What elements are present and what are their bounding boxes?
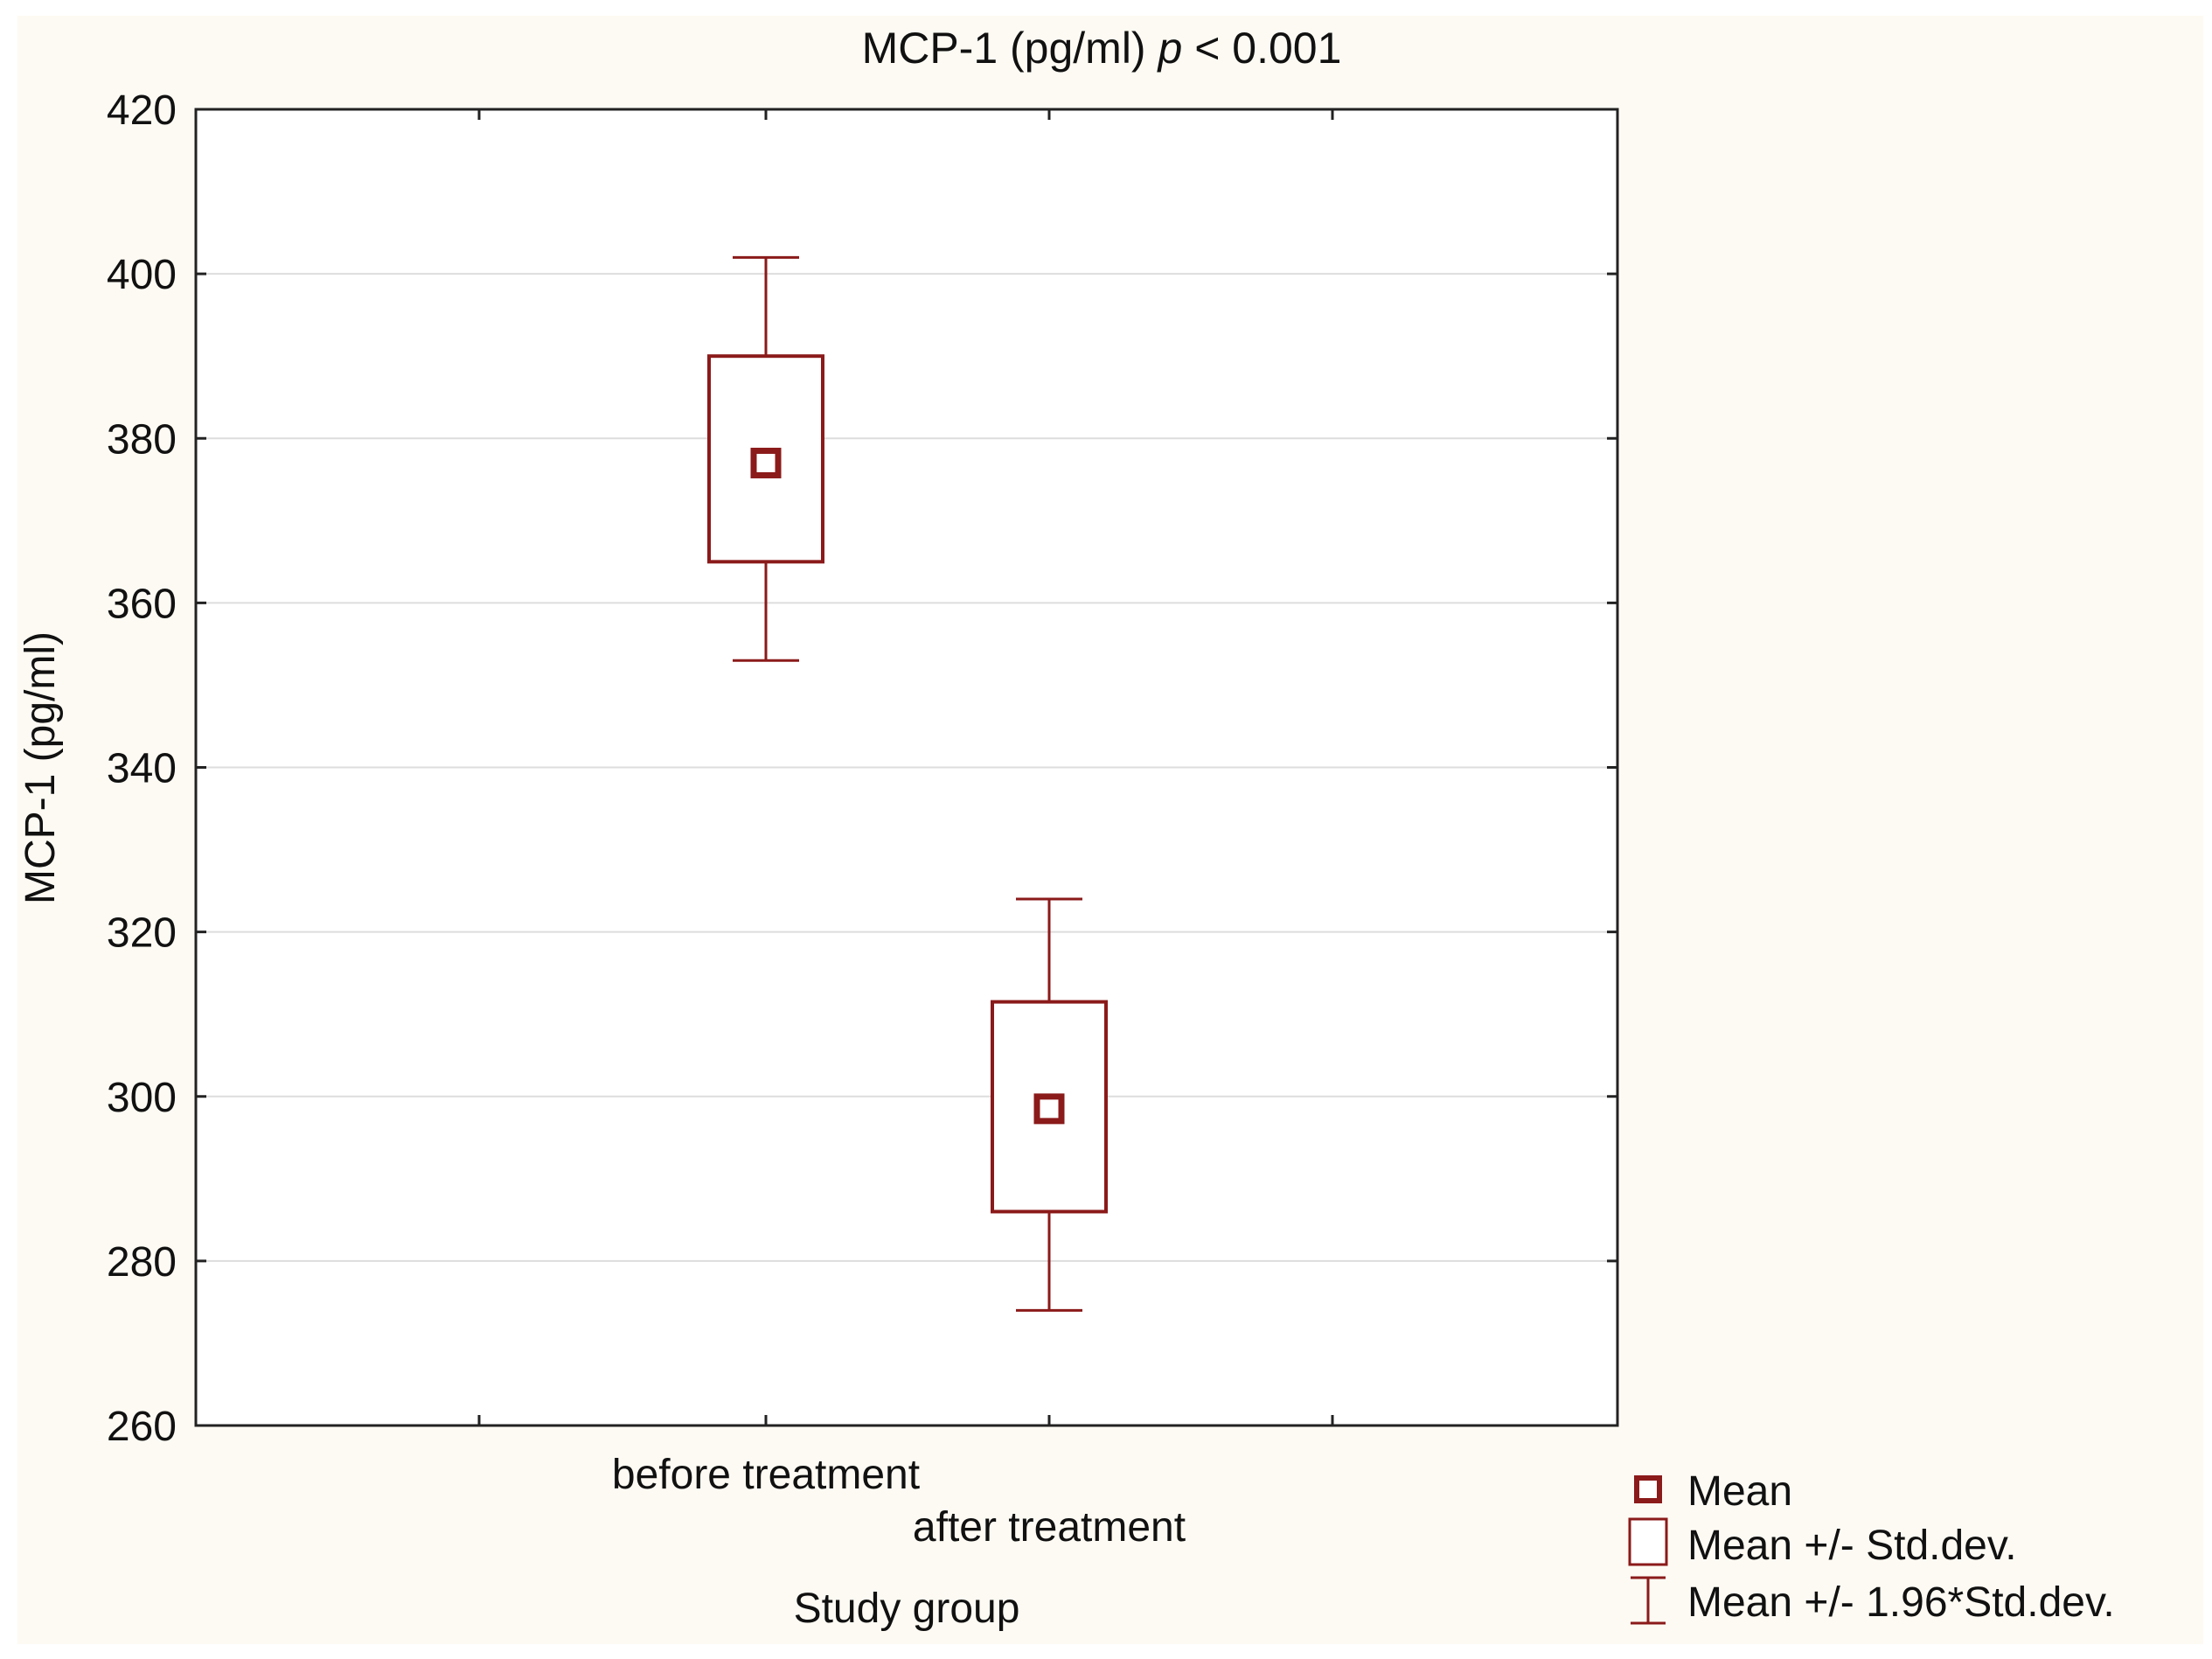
y-axis-ticks: 260 280 300 320 340 360 380 400 420: [107, 87, 1617, 1450]
legend-label-sd: Mean +/- Std.dev.: [1687, 1523, 2017, 1569]
x-axis-ticks: [477, 109, 1334, 1425]
x-category-label: after treatment: [913, 1504, 1186, 1551]
legend-sd-symbol: [1628, 1517, 1668, 1566]
chart-title-rest: < 0.001: [1182, 24, 1341, 73]
x-category-label: before treatment: [612, 1452, 920, 1498]
y-tick-label: 340: [107, 746, 177, 792]
legend: Mean Mean +/- Std.dev. Mean +/- 1.96*Std.d…: [1628, 1468, 2115, 1626]
mean-marker: [750, 447, 782, 478]
y-tick-label: 380: [107, 416, 177, 463]
legend-label-ci: Mean +/- 1.96*Std.dev.: [1687, 1579, 2115, 1626]
mean-marker: [1033, 1093, 1065, 1125]
x-axis-label: Study group: [794, 1586, 1020, 1632]
y-tick-label: 300: [107, 1075, 177, 1121]
data-marks: [707, 255, 1108, 1312]
y-tick-label: 400: [107, 252, 177, 298]
chart-title-p: p: [1157, 24, 1183, 73]
y-tick-label: 280: [107, 1239, 177, 1286]
y-tick-label: 420: [107, 87, 177, 134]
legend-label-mean: Mean: [1687, 1468, 1792, 1515]
legend-mean-symbol: [1634, 1475, 1662, 1503]
y-tick-label: 320: [107, 910, 177, 957]
y-tick-label: 260: [107, 1404, 177, 1450]
x-category-labels: before treatment after treatment: [612, 1452, 1186, 1551]
grid-lines: [196, 273, 1617, 1262]
legend-ci-symbol: [1631, 1576, 1666, 1625]
plot-frame: [194, 108, 1619, 1427]
y-tick-label: 360: [107, 581, 177, 627]
chart-title-main: MCP-1 (pg/ml): [862, 24, 1146, 73]
y-axis-label: MCP-1 (pg/ml): [17, 631, 64, 904]
chart-title: MCP-1 (pg/ml) p < 0.001: [862, 24, 1342, 73]
